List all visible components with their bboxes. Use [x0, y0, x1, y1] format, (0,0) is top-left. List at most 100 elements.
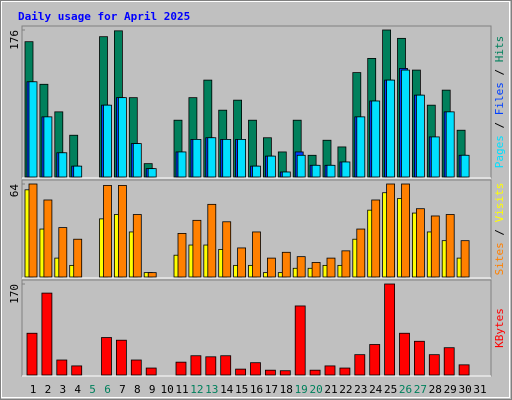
bar	[43, 116, 53, 178]
bar	[369, 344, 381, 376]
x-tick-label: 6	[104, 383, 111, 396]
bar	[326, 164, 336, 178]
bar	[460, 240, 470, 278]
legend: KBytes	[493, 308, 506, 348]
x-tick-label: 2	[45, 383, 52, 396]
bar	[192, 139, 202, 178]
legend-separator: /	[493, 115, 506, 135]
x-tick-label: 25	[384, 383, 397, 396]
x-tick-label: 31	[473, 383, 486, 396]
x-tick-label: 19	[295, 383, 308, 396]
bar	[266, 155, 276, 178]
bar	[175, 361, 187, 376]
panel	[21, 279, 492, 377]
bar	[130, 359, 142, 376]
bar	[177, 233, 187, 278]
bar	[147, 272, 157, 278]
bar	[413, 340, 425, 376]
bar	[118, 97, 127, 178]
x-tick-label: 9	[149, 383, 156, 396]
bar	[339, 367, 351, 376]
bar	[28, 183, 38, 278]
bar	[56, 359, 68, 376]
x-tick-label: 14	[220, 383, 234, 396]
bar	[326, 257, 336, 278]
legend-separator: /	[493, 62, 506, 82]
bar	[341, 161, 351, 178]
bar	[279, 370, 291, 376]
chart-title: Daily usage for April 2025	[18, 10, 190, 23]
x-tick-label: 27	[414, 383, 427, 396]
x-tick-label: 18	[280, 383, 293, 396]
x-tick-label: 11	[175, 383, 188, 396]
bar	[354, 354, 366, 376]
bar	[384, 283, 396, 376]
legend-entry: Hits	[493, 36, 506, 63]
x-tick-label: 28	[429, 383, 442, 396]
bar	[443, 347, 455, 376]
x-tick-label: 30	[458, 383, 471, 396]
bar	[460, 154, 470, 178]
x-tick-label: 3	[59, 383, 66, 396]
legend-separator: /	[493, 222, 506, 242]
x-tick-label: 23	[354, 383, 367, 396]
bar	[237, 139, 247, 178]
bar	[73, 165, 83, 178]
legend-entry: Pages	[493, 135, 506, 168]
bar	[250, 362, 261, 376]
legend-entry: Sites	[493, 242, 506, 275]
bar	[235, 368, 247, 376]
x-tick-label: 16	[250, 383, 263, 396]
bar	[296, 256, 306, 278]
bar	[371, 199, 381, 278]
bar	[401, 69, 410, 178]
bar	[132, 214, 142, 278]
x-tick-label: 22	[339, 383, 352, 396]
bar	[415, 94, 425, 178]
bar	[207, 203, 217, 278]
bar	[73, 238, 83, 278]
bar	[145, 367, 157, 376]
bar	[294, 305, 306, 376]
bar	[428, 354, 440, 376]
x-tick-label: 20	[309, 383, 322, 396]
bar	[356, 228, 366, 278]
legend: Pages / Files / Hits	[493, 36, 506, 169]
x-tick-label: 10	[160, 383, 173, 396]
x-tick-label: 13	[205, 383, 218, 396]
bar	[311, 164, 321, 178]
bar	[356, 116, 366, 178]
x-tick-label: 26	[399, 383, 412, 396]
x-tick-label: 5	[89, 383, 96, 396]
bar	[71, 365, 83, 376]
bar	[252, 231, 261, 278]
bar	[415, 208, 425, 278]
bar	[222, 221, 232, 278]
bar	[190, 355, 202, 376]
bar	[309, 369, 321, 376]
bar	[458, 364, 470, 376]
bar	[281, 171, 291, 178]
bar	[266, 257, 276, 278]
bar	[205, 356, 217, 376]
bar	[101, 337, 112, 376]
bar	[132, 143, 142, 178]
bar	[177, 151, 187, 178]
legend: Sites / Visits	[493, 183, 506, 276]
bar	[296, 154, 306, 178]
bar	[264, 369, 276, 376]
bar	[147, 168, 157, 178]
bar	[399, 332, 410, 376]
bar	[116, 339, 127, 376]
x-tick-label: 7	[119, 383, 126, 396]
bar	[118, 185, 127, 278]
bar	[386, 79, 396, 178]
x-tick-label: 1	[30, 383, 37, 396]
legend-entry: KBytes	[493, 308, 506, 348]
y-tick-label: 64	[8, 184, 21, 198]
bar	[103, 104, 112, 178]
x-tick-label: 4	[74, 383, 81, 396]
bar	[401, 183, 410, 278]
y-tick-label: 176	[8, 30, 21, 50]
